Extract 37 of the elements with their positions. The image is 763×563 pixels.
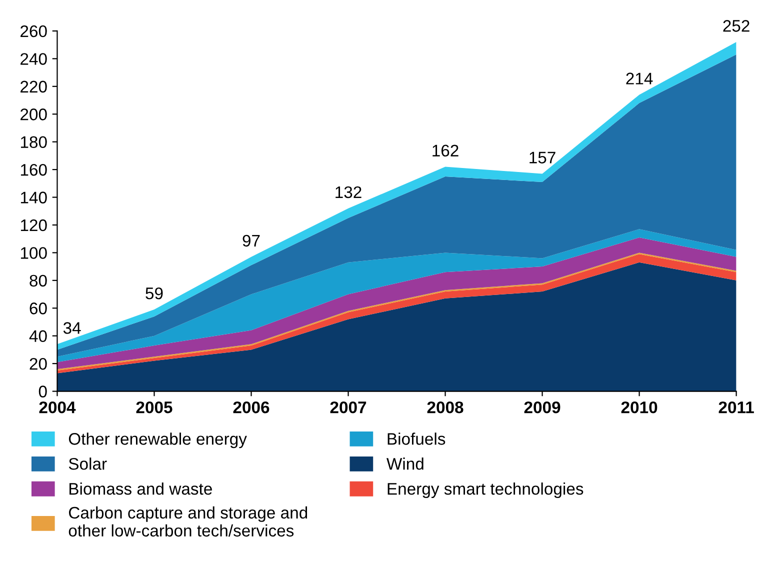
y-tick-label: 240 [20,53,47,65]
y-tick-label: 80 [30,274,47,287]
legend-label: Wind [386,458,424,470]
legend-label: Solar [68,458,107,470]
legend-label: Biomass and waste [70,482,212,495]
legend-label: Other renewable energy [68,432,247,448]
annotation: 252 [723,20,750,32]
annotation: 132 [336,186,362,198]
legend-label: Carbon capture and storage and other low-carbon tech/services [68,506,308,537]
x-tick-label: 2007 [330,401,366,414]
y-tick-label: 200 [20,108,47,120]
annotation: 97 [242,234,260,247]
annotation: 214 [626,72,653,84]
x-tick-label: 2005 [136,401,172,414]
y-tick-label: 260 [20,25,47,38]
x-tick-label: 2006 [233,401,270,414]
x-tick-label: 2010 [621,401,658,414]
y-tick-label: 0 [38,386,47,398]
annotation: 157 [530,152,556,164]
annotation: 162 [432,144,458,157]
y-tick-label: 220 [20,80,47,93]
y-tick-label: 20 [30,358,47,370]
y-tick-label: 140 [20,192,47,204]
legend-label: Energy smart technologies [388,482,584,498]
x-tick-label: 2008 [427,401,464,414]
annotation: 34 [63,322,81,334]
y-tick-label: 180 [20,136,47,148]
y-tick-label: 60 [30,302,47,314]
x-tick-label: 2011 [718,401,754,414]
annotation: 59 [146,287,163,300]
y-tick-label: 120 [20,219,47,232]
y-tick-label: 40 [29,330,47,342]
x-tick-label: 2009 [524,401,560,414]
y-tick-label: 160 [20,164,47,176]
x-tick-label: 2004 [39,401,76,414]
y-tick-label: 100 [20,247,47,259]
legend-label: Biofuels [388,432,446,445]
